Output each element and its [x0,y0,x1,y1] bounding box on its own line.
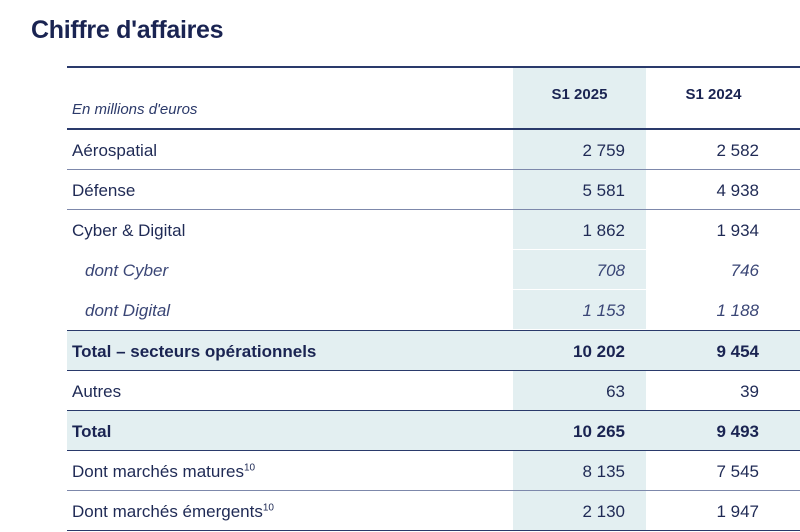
value-s1-2024: 9 493 [716,422,759,441]
footnote-marker: 10 [243,462,256,474]
table-row: dont Digital 1 153 1 188 [67,290,800,330]
unit-label: En millions d'euros [72,101,198,118]
value-s1-2025: 10 202 [573,342,625,361]
table-row: Dont marchés émergents10 2 130 1 947 [67,491,800,531]
value-s1-2025: 1 153 [582,301,625,320]
footnote-marker: 10 [262,502,274,514]
highlight-cell [513,290,646,329]
value-s1-2024: 746 [730,261,759,280]
table-row: Cyber & Digital 1 862 1 934 [67,210,800,250]
value-s1-2025: 2 130 [582,502,625,521]
value-s1-2024: 9 454 [716,342,759,361]
highlight-cell [513,371,646,410]
row-label: Total – secteurs opérationnels [72,342,317,361]
row-label: Dont marchés matures10 [72,462,255,482]
highlight-cell [513,491,646,530]
highlight-cell [513,130,646,169]
table-row-subtotal: Total – secteurs opérationnels 10 202 9 … [67,330,800,371]
column-header-s1-2024: S1 2024 [685,86,742,103]
row-label: Dont marchés émergents10 [72,502,274,522]
value-s1-2025: 1 862 [582,221,625,240]
highlight-cell [513,210,646,249]
value-s1-2025: 2 759 [582,141,625,160]
value-s1-2025: 10 265 [573,422,625,441]
row-label: Aérospatial [72,141,158,160]
value-s1-2025: 708 [596,261,625,280]
value-s1-2024: 39 [740,382,759,401]
highlight-column [513,68,646,128]
row-label-text: Dont marchés émergents [72,502,263,521]
value-s1-2024: 4 938 [716,181,759,200]
value-s1-2025: 5 581 [582,181,625,200]
highlight-cell [513,451,646,490]
table-row: Dont marchés matures10 8 135 7 545 [67,451,800,491]
page-title: Chiffre d'affaires [31,16,224,44]
table-row: Autres 63 39 [67,371,800,411]
row-label: dont Cyber [85,261,169,280]
value-s1-2024: 7 545 [716,462,759,481]
value-s1-2025: 8 135 [582,462,625,481]
value-s1-2025: 63 [606,382,625,401]
table-row: Défense 5 581 4 938 [67,170,800,210]
value-s1-2024: 1 934 [716,221,759,240]
value-s1-2024: 1 188 [716,301,759,320]
highlight-cell [513,250,646,289]
row-label: Cyber & Digital [72,221,186,240]
highlight-cell [513,170,646,209]
value-s1-2024: 1 947 [716,502,759,521]
row-label: Autres [72,382,122,401]
table-header: En millions d'euros S1 2025 S1 2024 [67,66,800,130]
row-label: Défense [72,181,136,200]
revenue-table: En millions d'euros S1 2025 S1 2024 Aéro… [67,66,800,531]
table-row: Aérospatial 2 759 2 582 [67,130,800,170]
table-row-total: Total 10 265 9 493 [67,411,800,451]
row-label: Total [72,422,112,441]
row-label: dont Digital [85,301,171,320]
value-s1-2024: 2 582 [716,141,759,160]
table-row: dont Cyber 708 746 [67,250,800,290]
column-header-s1-2025: S1 2025 [551,86,608,103]
row-label-text: Dont marchés matures [72,462,244,481]
